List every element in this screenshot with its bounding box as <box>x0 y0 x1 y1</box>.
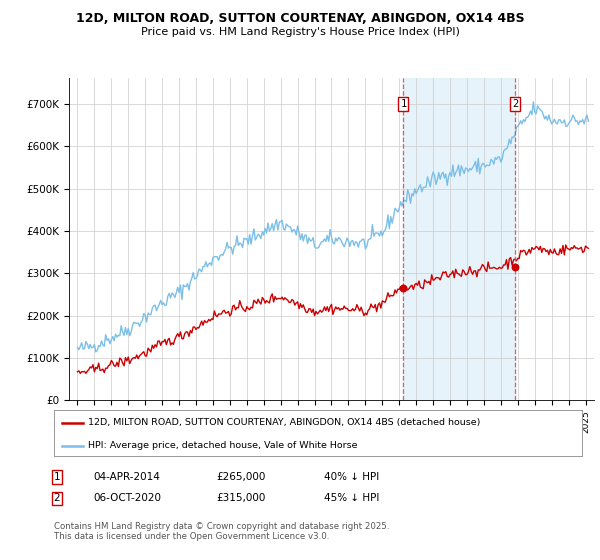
Bar <box>403 78 515 400</box>
Text: 45% ↓ HPI: 45% ↓ HPI <box>324 493 379 503</box>
Text: HPI: Average price, detached house, Vale of White Horse: HPI: Average price, detached house, Vale… <box>88 441 358 450</box>
Point <box>398 284 408 293</box>
Text: 2: 2 <box>512 99 518 109</box>
Point <box>510 263 520 272</box>
Text: 1: 1 <box>53 472 61 482</box>
Text: 06-OCT-2020: 06-OCT-2020 <box>93 493 161 503</box>
Text: 04-APR-2014: 04-APR-2014 <box>93 472 160 482</box>
Text: 40% ↓ HPI: 40% ↓ HPI <box>324 472 379 482</box>
Text: 1: 1 <box>400 99 407 109</box>
Text: 12D, MILTON ROAD, SUTTON COURTENAY, ABINGDON, OX14 4BS (detached house): 12D, MILTON ROAD, SUTTON COURTENAY, ABIN… <box>88 418 481 427</box>
Text: Price paid vs. HM Land Registry's House Price Index (HPI): Price paid vs. HM Land Registry's House … <box>140 27 460 37</box>
Text: Contains HM Land Registry data © Crown copyright and database right 2025.
This d: Contains HM Land Registry data © Crown c… <box>54 522 389 542</box>
Text: 12D, MILTON ROAD, SUTTON COURTENAY, ABINGDON, OX14 4BS: 12D, MILTON ROAD, SUTTON COURTENAY, ABIN… <box>76 12 524 25</box>
Text: 2: 2 <box>53 493 61 503</box>
Text: £265,000: £265,000 <box>216 472 265 482</box>
Text: £315,000: £315,000 <box>216 493 265 503</box>
